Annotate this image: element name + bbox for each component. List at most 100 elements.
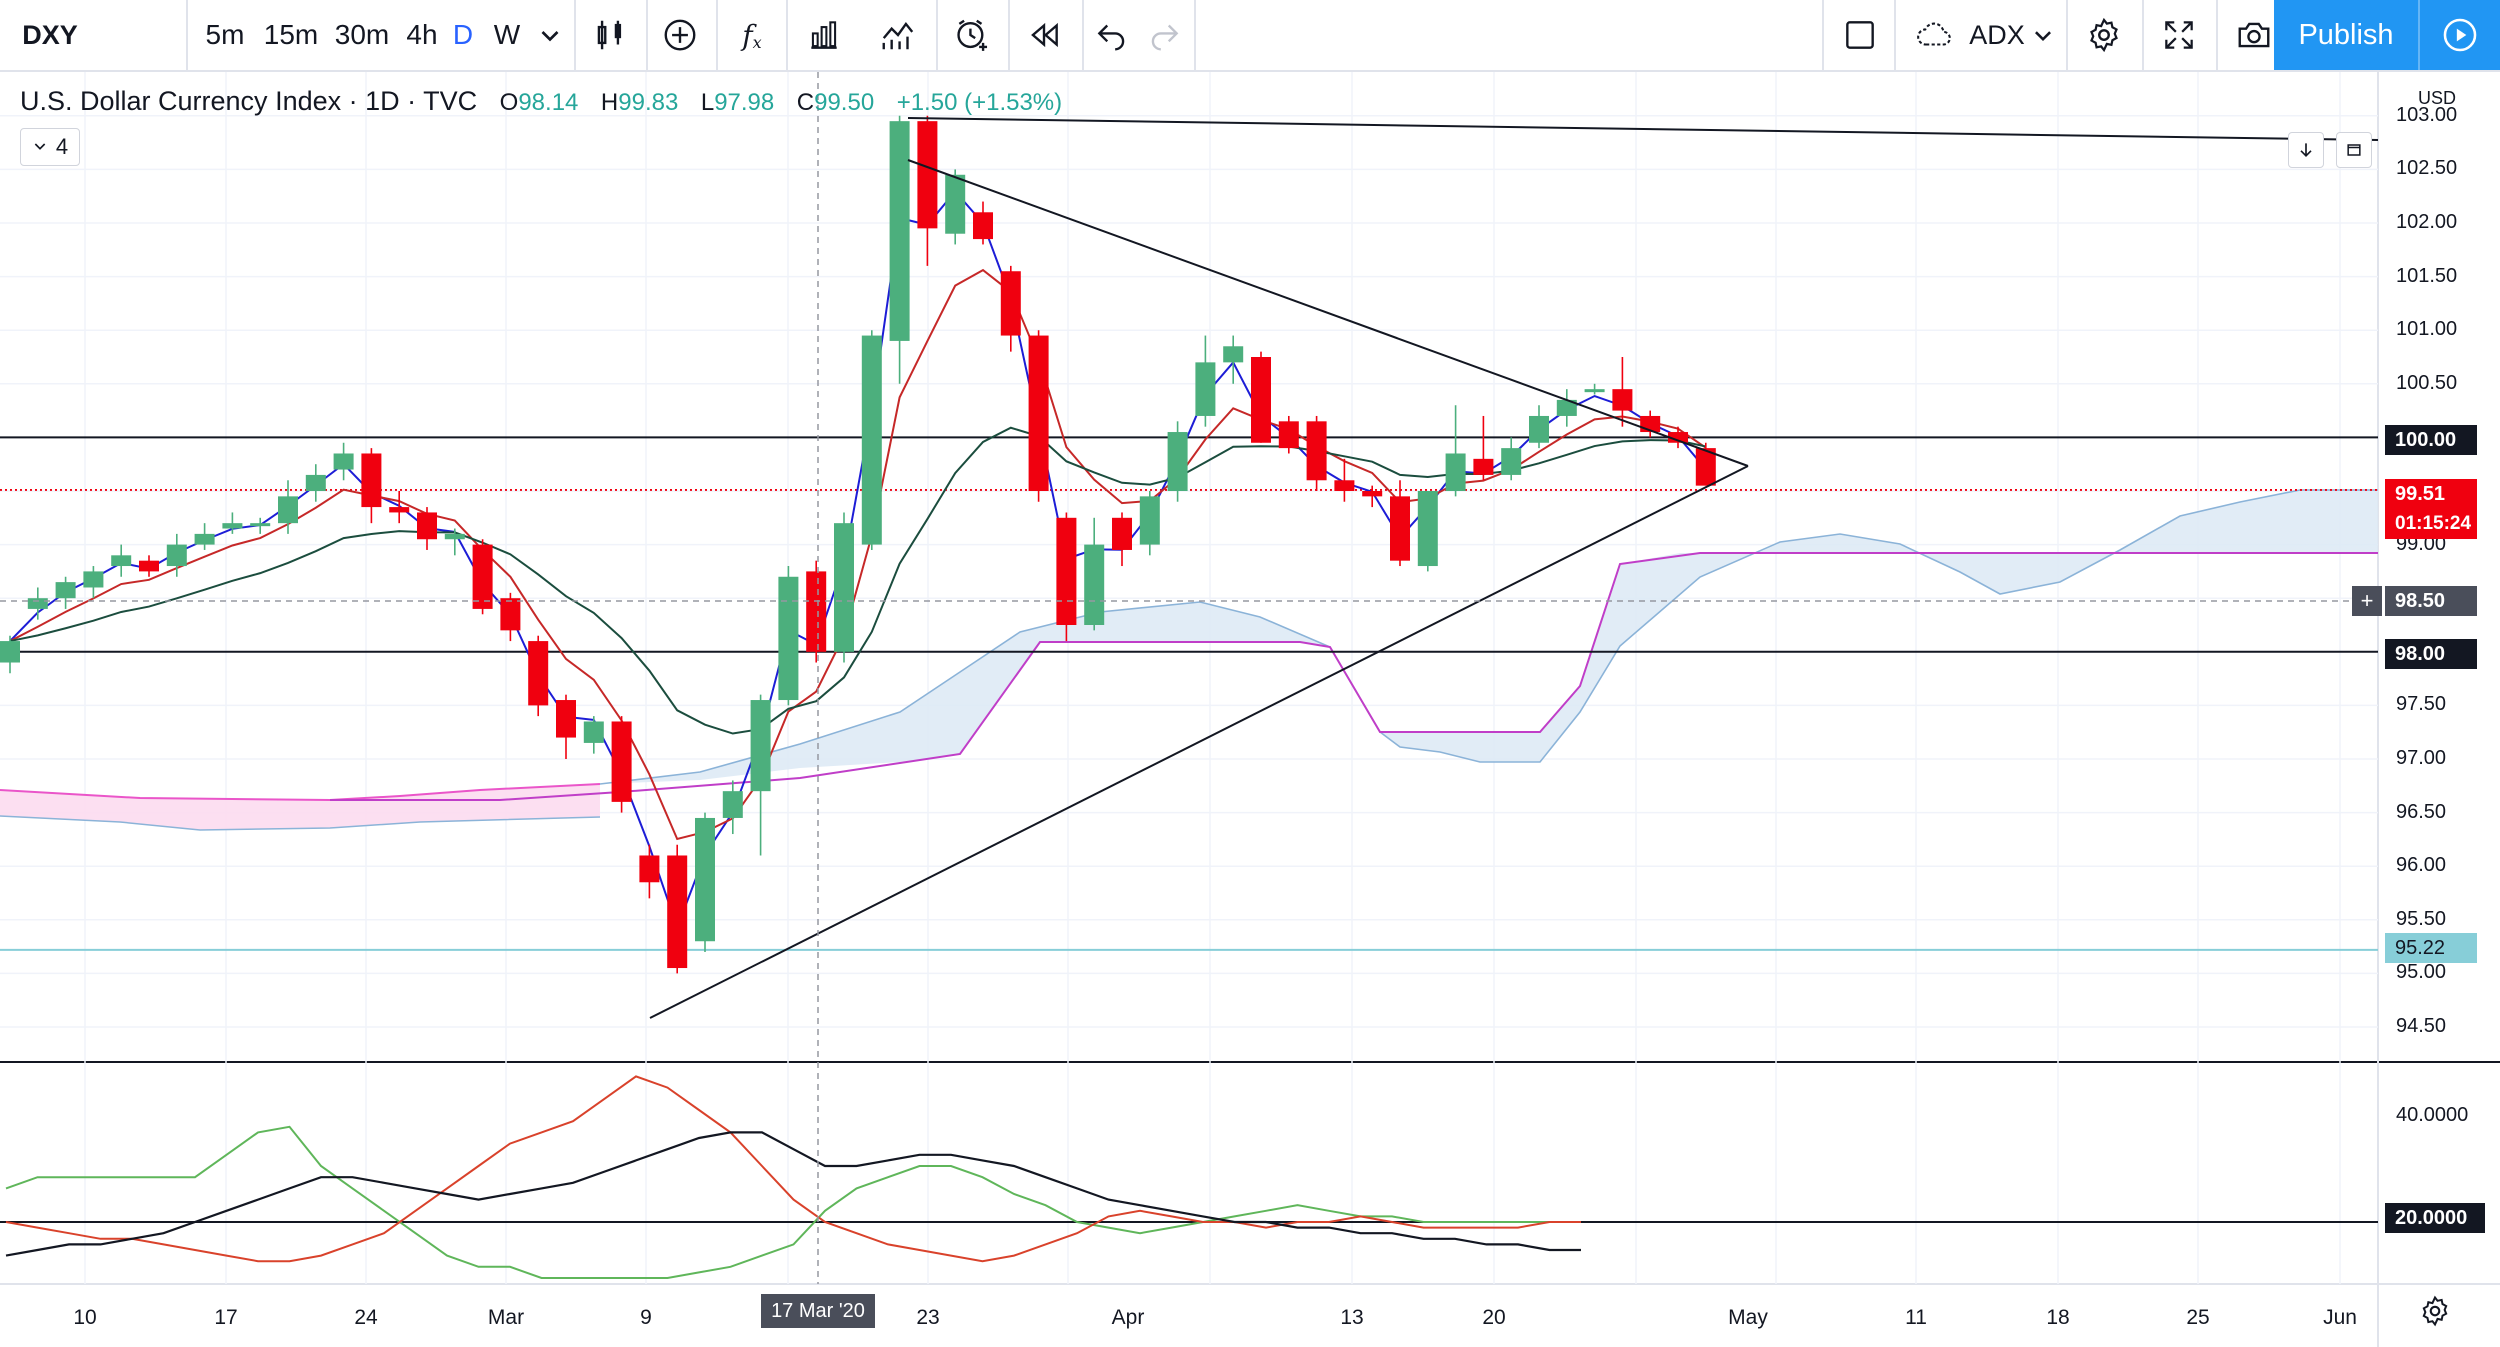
candle-bullish <box>1556 399 1577 416</box>
candle-bullish <box>444 533 465 540</box>
toolbar-separator <box>786 0 788 70</box>
cloud-span-b-line <box>330 552 2378 801</box>
interval-dropdown-chevron-icon[interactable] <box>532 0 568 70</box>
time-tick: 18 <box>2046 1306 2070 1329</box>
price-tick: 96.50 <box>2396 800 2447 823</box>
legend-low: 97.98 <box>714 89 775 116</box>
interval-30m[interactable]: 30m <box>334 19 390 50</box>
candle-bullish <box>0 641 20 663</box>
scroll-down-arrow-icon[interactable] <box>2288 132 2324 168</box>
candle-bearish <box>1000 271 1021 336</box>
candle-bullish <box>222 523 243 529</box>
price-tick: 95.50 <box>2396 907 2447 930</box>
candles-icon[interactable] <box>586 0 634 70</box>
cloud-bearish-area <box>0 784 600 830</box>
legend-o-label: O <box>499 89 519 116</box>
candle-bearish <box>1056 517 1077 625</box>
adx-level-label: 20.0000 <box>2385 1203 2485 1233</box>
interval-4h[interactable]: 4h <box>406 19 438 50</box>
layout-name[interactable]: ADX <box>1969 19 2025 50</box>
indicators-toggle[interactable]: 4 <box>20 128 80 166</box>
candle-bullish <box>1195 362 1216 416</box>
replay-rewind-icon[interactable] <box>1018 0 1070 70</box>
time-tick: 11 <box>1905 1306 1927 1329</box>
layout-dropdown-chevron-icon[interactable] <box>2026 0 2060 70</box>
chart-canvas[interactable] <box>0 72 2500 1347</box>
horizontal-levels[interactable] <box>0 436 2378 951</box>
candle-bearish <box>611 721 632 802</box>
candle-bullish <box>1501 448 1522 475</box>
trendline-top <box>907 117 2379 141</box>
crosshair-price-label: 98.50 <box>2385 586 2477 616</box>
candle-bullish <box>1417 491 1438 567</box>
interval-w[interactable]: W <box>493 19 521 50</box>
toolbar-separator <box>1894 0 1896 70</box>
time-tick: 24 <box>354 1306 378 1329</box>
candle-bullish <box>1584 389 1605 393</box>
maximize-pane-icon[interactable] <box>2336 132 2372 168</box>
symbol-search[interactable]: DXY <box>22 19 78 50</box>
drawings[interactable] <box>649 117 2379 1019</box>
publish-button[interactable]: Publish <box>2274 0 2418 70</box>
candle-bullish <box>750 700 771 792</box>
candle-bullish <box>27 598 48 609</box>
candle-bullish <box>305 474 326 491</box>
price-tick: 103.00 <box>2396 103 2458 126</box>
publish-play-icon[interactable] <box>2418 0 2500 70</box>
trendline-resistance <box>907 159 1749 467</box>
alert-clock-icon[interactable] <box>946 0 998 70</box>
toolbar-separator <box>574 0 576 70</box>
legend-title[interactable]: U.S. Dollar Currency Index · 1D · TVC <box>20 86 478 116</box>
legend-high: 99.83 <box>618 89 679 116</box>
candle-bullish <box>1139 496 1160 545</box>
time-tick: 13 <box>1340 1306 1364 1329</box>
candle-bullish <box>333 453 354 470</box>
toolbar-separator <box>1822 0 1824 70</box>
time-tick: 20 <box>1482 1306 1506 1329</box>
candle-bearish <box>472 544 493 609</box>
legend-open: 98.14 <box>518 89 579 116</box>
cloud-save-icon[interactable] <box>1904 0 1964 70</box>
adx-plus-di-line <box>5 1125 1581 1279</box>
currency-label: USD <box>2418 88 2457 108</box>
ma-slow-line <box>9 426 1707 735</box>
camera-snapshot-icon[interactable] <box>2224 0 2284 70</box>
candle-bearish <box>973 212 993 240</box>
price-tick: 96.00 <box>2396 854 2447 877</box>
time-tick: May <box>1728 1306 1768 1329</box>
price-tick: 97.50 <box>2396 693 2447 716</box>
ichimoku-cloud <box>0 489 2378 831</box>
time-tick: 23 <box>916 1306 940 1329</box>
candle-bearish <box>1695 448 1716 486</box>
redo-icon[interactable] <box>1144 0 1184 70</box>
layout-square-icon[interactable] <box>1836 0 1884 70</box>
financials-bars-icon[interactable] <box>798 0 850 70</box>
candle-bearish <box>639 855 660 883</box>
last-price-label: 99.51 <box>2385 479 2477 509</box>
candle-bullish <box>1223 346 1244 363</box>
candle-bullish <box>583 721 604 743</box>
candle-bearish <box>1112 517 1132 550</box>
interval-15m[interactable]: 15m <box>263 19 319 50</box>
interval-d[interactable]: D <box>452 19 474 50</box>
candle-bearish <box>1612 389 1633 411</box>
legend-close: 99.50 <box>814 89 875 116</box>
candle-bullish <box>1529 415 1549 443</box>
candle-bearish <box>139 560 159 572</box>
candle-bullish <box>55 582 76 599</box>
chevron-down-icon <box>32 134 48 160</box>
chart-area[interactable]: U.S. Dollar Currency Index · 1D · TVC O9… <box>0 72 2500 1347</box>
ideas-chart-icon[interactable] <box>872 0 924 70</box>
fullscreen-icon[interactable] <box>2150 0 2208 70</box>
axis-settings-gear-icon[interactable] <box>2418 1294 2452 1333</box>
compare-plus-icon[interactable] <box>656 0 704 70</box>
settings-gear-icon[interactable] <box>2076 0 2132 70</box>
candle-bullish <box>945 174 966 234</box>
undo-icon[interactable] <box>1092 0 1132 70</box>
interval-5m[interactable]: 5m <box>205 19 245 50</box>
add-plus-icon[interactable]: + <box>2352 586 2382 616</box>
toolbar-separator <box>716 0 718 70</box>
toolbar-separator <box>2066 0 2068 70</box>
